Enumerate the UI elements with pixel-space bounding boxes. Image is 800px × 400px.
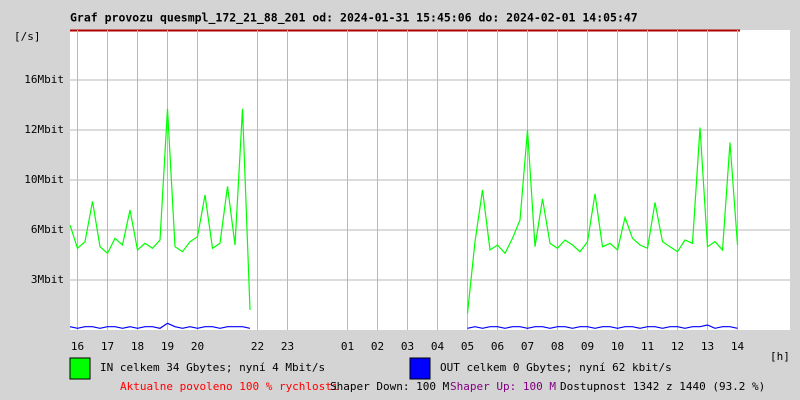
x-tick-label: 03: [401, 340, 414, 353]
x-tick-label: 12: [671, 340, 684, 353]
x-tick-label: 23: [281, 340, 294, 353]
grid: [70, 30, 790, 330]
x-tick-label: 05: [461, 340, 474, 353]
shaper-up: Shaper Up: 100 M: [450, 380, 556, 393]
shaper-down: Shaper Down: 100 M: [330, 380, 450, 393]
y-tick-label: 12Mbit: [24, 123, 64, 136]
legend-swatch: [69, 357, 91, 380]
allowed-note: Aktualne povoleno 100 % rychlosti: [120, 380, 339, 393]
x-tick-label: 04: [431, 340, 445, 353]
series-line: [69, 322, 738, 329]
x-tick-label: 11: [641, 340, 654, 353]
legend-label: OUT celkem 0 Gbytes; nyní 62 kbit/s: [440, 361, 672, 374]
x-unit: [h]: [770, 350, 790, 363]
x-tick-label: 14: [731, 340, 745, 353]
y-tick-label: 6Mbit: [31, 223, 64, 236]
x-tick-label: 18: [131, 340, 144, 353]
y-unit: [/s]: [14, 30, 41, 43]
y-tick-label: 3Mbit: [31, 273, 64, 286]
availability: Dostupnost 1342 z 1440 (93.2 %): [560, 380, 765, 393]
x-tick-label: 08: [551, 340, 564, 353]
x-tick-label: 07: [521, 340, 534, 353]
y-tick-label: 10Mbit: [24, 173, 64, 186]
x-tick-label: 19: [161, 340, 174, 353]
x-tick-label: 16: [71, 340, 84, 353]
x-tick-label: 13: [701, 340, 714, 353]
x-tick-label: 02: [371, 340, 384, 353]
x-tick-label: 06: [491, 340, 504, 353]
chart-title: Graf provozu quesmpl_172_21_88_201 od: 2…: [70, 11, 638, 26]
x-tick-label: 22: [251, 340, 264, 353]
legend-swatch: [409, 357, 431, 380]
x-tick-label: 01: [341, 340, 354, 353]
x-tick-label: 17: [101, 340, 114, 353]
series-line: [69, 108, 739, 314]
legend: IN celkem 34 Gbytes; nyní 4 Mbit/s OUT ce…: [69, 357, 672, 380]
y-tick-label: 16Mbit: [24, 73, 64, 86]
x-tick-label: 09: [581, 340, 594, 353]
x-tick-label: 10: [611, 340, 624, 353]
x-tick-label: 20: [191, 340, 204, 353]
legend-label: IN celkem 34 Gbytes; nyní 4 Mbit/s: [100, 361, 325, 374]
